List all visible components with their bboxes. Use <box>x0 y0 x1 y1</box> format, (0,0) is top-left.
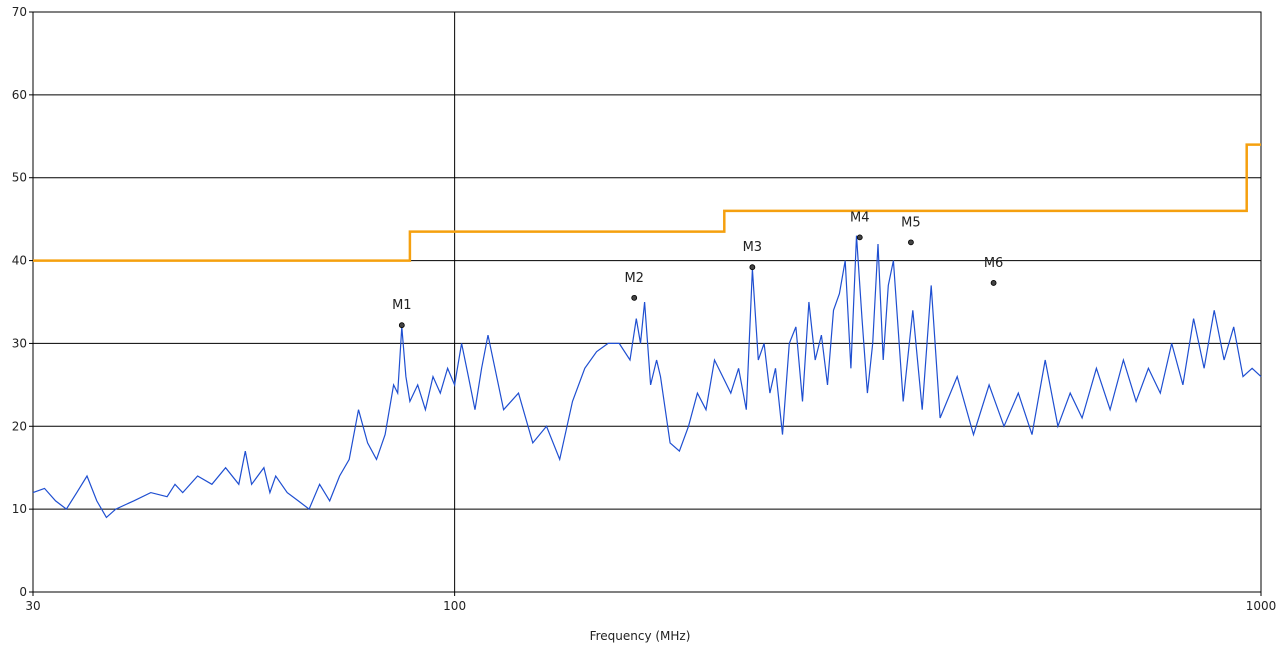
grid-lines <box>32 11 1262 593</box>
marker-point-m6 <box>990 280 997 286</box>
marker-point-m1 <box>398 322 405 329</box>
markers: M1 M2 M3 M4 M5 M6 <box>392 210 1004 329</box>
y-tick-label: 20 <box>12 419 27 433</box>
y-tick-label: 60 <box>12 88 27 102</box>
x-axis-label: Frequency (MHz) <box>590 629 691 643</box>
y-tick-label: 40 <box>12 254 27 268</box>
y-tick-label: 10 <box>12 502 27 516</box>
marker-label-m2: M2 <box>624 271 644 286</box>
y-tick-label: 50 <box>12 171 27 185</box>
plot-frame <box>32 11 1262 593</box>
x-tick-label: 30 <box>25 599 40 613</box>
y-tick-label: 30 <box>12 336 27 350</box>
marker-label-m1: M1 <box>392 298 412 313</box>
x-tick-label: 100 <box>443 599 466 613</box>
y-tick-label: 0 <box>19 585 27 599</box>
y-tick-label: 70 <box>12 5 27 19</box>
marker-label-m4: M4 <box>850 210 870 225</box>
marker-point-m5 <box>908 239 914 246</box>
marker-label-m6: M6 <box>984 256 1004 271</box>
emission-trace-line <box>32 235 1262 519</box>
marker-point-m2 <box>631 294 638 301</box>
y-axis-ticks: 0 10 20 30 40 50 60 70 <box>12 5 33 599</box>
x-axis-ticks: 30 100 1000 <box>25 592 1276 613</box>
marker-point-m3 <box>749 264 756 271</box>
marker-point-m4 <box>856 234 863 241</box>
limit-line <box>33 143 1261 262</box>
marker-label-m5: M5 <box>901 215 921 230</box>
marker-label-m3: M3 <box>743 240 763 255</box>
x-tick-label: 1000 <box>1246 599 1277 613</box>
